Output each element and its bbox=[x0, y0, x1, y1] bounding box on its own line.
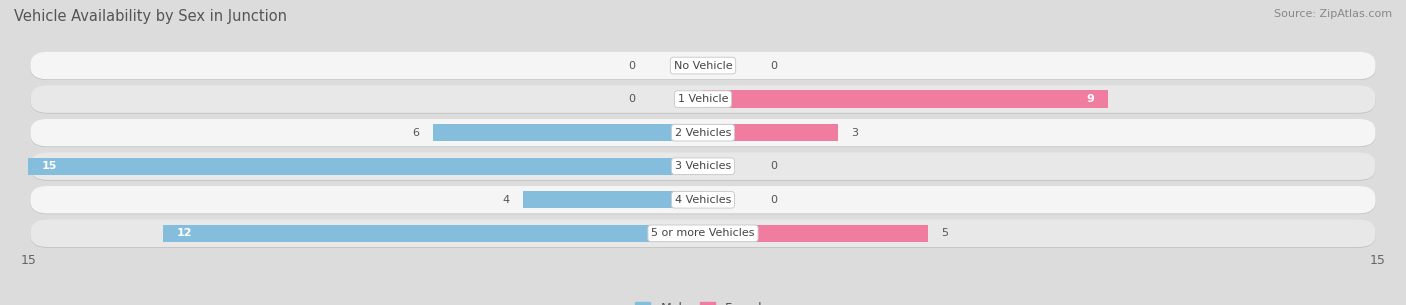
FancyBboxPatch shape bbox=[31, 187, 1375, 214]
FancyBboxPatch shape bbox=[31, 86, 1375, 113]
Text: 5: 5 bbox=[942, 228, 949, 238]
Text: 3 Vehicles: 3 Vehicles bbox=[675, 161, 731, 171]
Text: 15: 15 bbox=[42, 161, 58, 171]
Text: Source: ZipAtlas.com: Source: ZipAtlas.com bbox=[1274, 9, 1392, 19]
Text: Vehicle Availability by Sex in Junction: Vehicle Availability by Sex in Junction bbox=[14, 9, 287, 24]
Text: 0: 0 bbox=[628, 94, 636, 104]
Bar bbox=[163, 224, 703, 242]
Legend: Male, Female: Male, Female bbox=[630, 297, 776, 305]
Text: 6: 6 bbox=[412, 128, 419, 138]
Text: 5 or more Vehicles: 5 or more Vehicles bbox=[651, 228, 755, 238]
Text: 0: 0 bbox=[770, 61, 778, 70]
FancyBboxPatch shape bbox=[31, 153, 1375, 181]
FancyBboxPatch shape bbox=[31, 152, 1375, 180]
FancyBboxPatch shape bbox=[31, 119, 1375, 146]
FancyBboxPatch shape bbox=[31, 52, 1375, 80]
FancyBboxPatch shape bbox=[31, 52, 1375, 79]
Text: 12: 12 bbox=[177, 228, 193, 238]
FancyBboxPatch shape bbox=[31, 85, 1375, 113]
Text: 0: 0 bbox=[770, 161, 778, 171]
Bar bbox=[28, 157, 703, 175]
Text: 0: 0 bbox=[770, 195, 778, 205]
Text: 1 Vehicle: 1 Vehicle bbox=[678, 94, 728, 104]
Bar bbox=[703, 224, 928, 242]
Bar bbox=[703, 90, 1108, 108]
FancyBboxPatch shape bbox=[31, 120, 1375, 147]
FancyBboxPatch shape bbox=[31, 186, 1375, 213]
Bar bbox=[433, 124, 703, 142]
Text: 0: 0 bbox=[628, 61, 636, 70]
Text: 2 Vehicles: 2 Vehicles bbox=[675, 128, 731, 138]
FancyBboxPatch shape bbox=[31, 220, 1375, 248]
Bar bbox=[703, 124, 838, 142]
Text: 4 Vehicles: 4 Vehicles bbox=[675, 195, 731, 205]
Text: 3: 3 bbox=[852, 128, 859, 138]
Text: No Vehicle: No Vehicle bbox=[673, 61, 733, 70]
Bar bbox=[523, 191, 703, 209]
FancyBboxPatch shape bbox=[31, 220, 1375, 247]
Text: 4: 4 bbox=[502, 195, 509, 205]
Text: 9: 9 bbox=[1087, 94, 1094, 104]
